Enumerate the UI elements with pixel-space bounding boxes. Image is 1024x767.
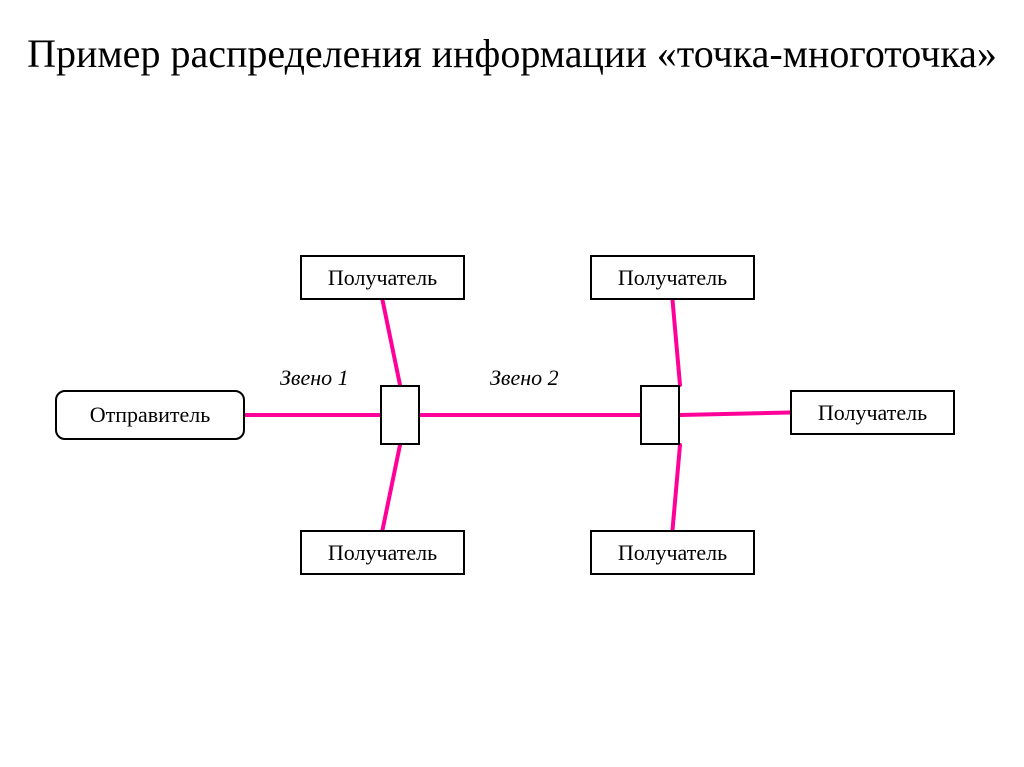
node-sender: Отправитель [55,390,245,440]
node-label: Отправитель [90,402,211,428]
node-label: Получатель [618,540,727,566]
node-label: Получатель [818,400,927,426]
node-link2 [640,385,680,445]
node-label: Получатель [328,540,437,566]
edge [383,445,401,530]
node-label: Получатель [618,265,727,291]
diagram-canvas: Отправитель Получатель Получатель Получа… [0,0,1024,767]
node-link1 [380,385,420,445]
node-receiver: Получатель [790,390,955,435]
node-receiver: Получатель [590,255,755,300]
edge [383,300,401,385]
edge [673,300,681,385]
node-receiver: Получатель [300,255,465,300]
link-label-1: Звено 1 [280,365,349,391]
node-receiver: Получатель [590,530,755,575]
edge [673,445,681,530]
link-label-2: Звено 2 [490,365,559,391]
node-label: Получатель [328,265,437,291]
node-receiver: Получатель [300,530,465,575]
edge [680,413,790,416]
